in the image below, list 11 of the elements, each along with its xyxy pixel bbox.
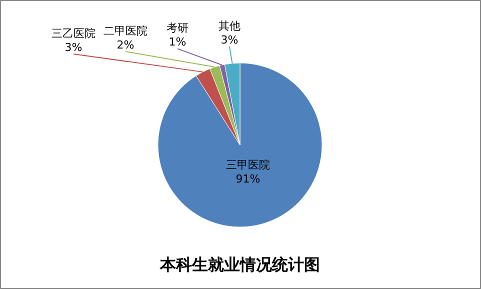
- slice-label: 三甲医院: [226, 158, 270, 172]
- text: 本科生就业情况统计图: [159, 255, 320, 274]
- slice-label: 三乙医院: [51, 27, 96, 40]
- data-label: 91%: [236, 172, 260, 186]
- data-label: 1%: [168, 36, 186, 49]
- data-label: 2%: [116, 38, 134, 52]
- slice-label: 考研: [166, 22, 188, 35]
- slice-label: 二甲医院: [103, 24, 148, 38]
- data-label: 3%: [64, 41, 82, 54]
- data-label: 3%: [220, 33, 238, 46]
- slice-label: 其他: [218, 19, 240, 32]
